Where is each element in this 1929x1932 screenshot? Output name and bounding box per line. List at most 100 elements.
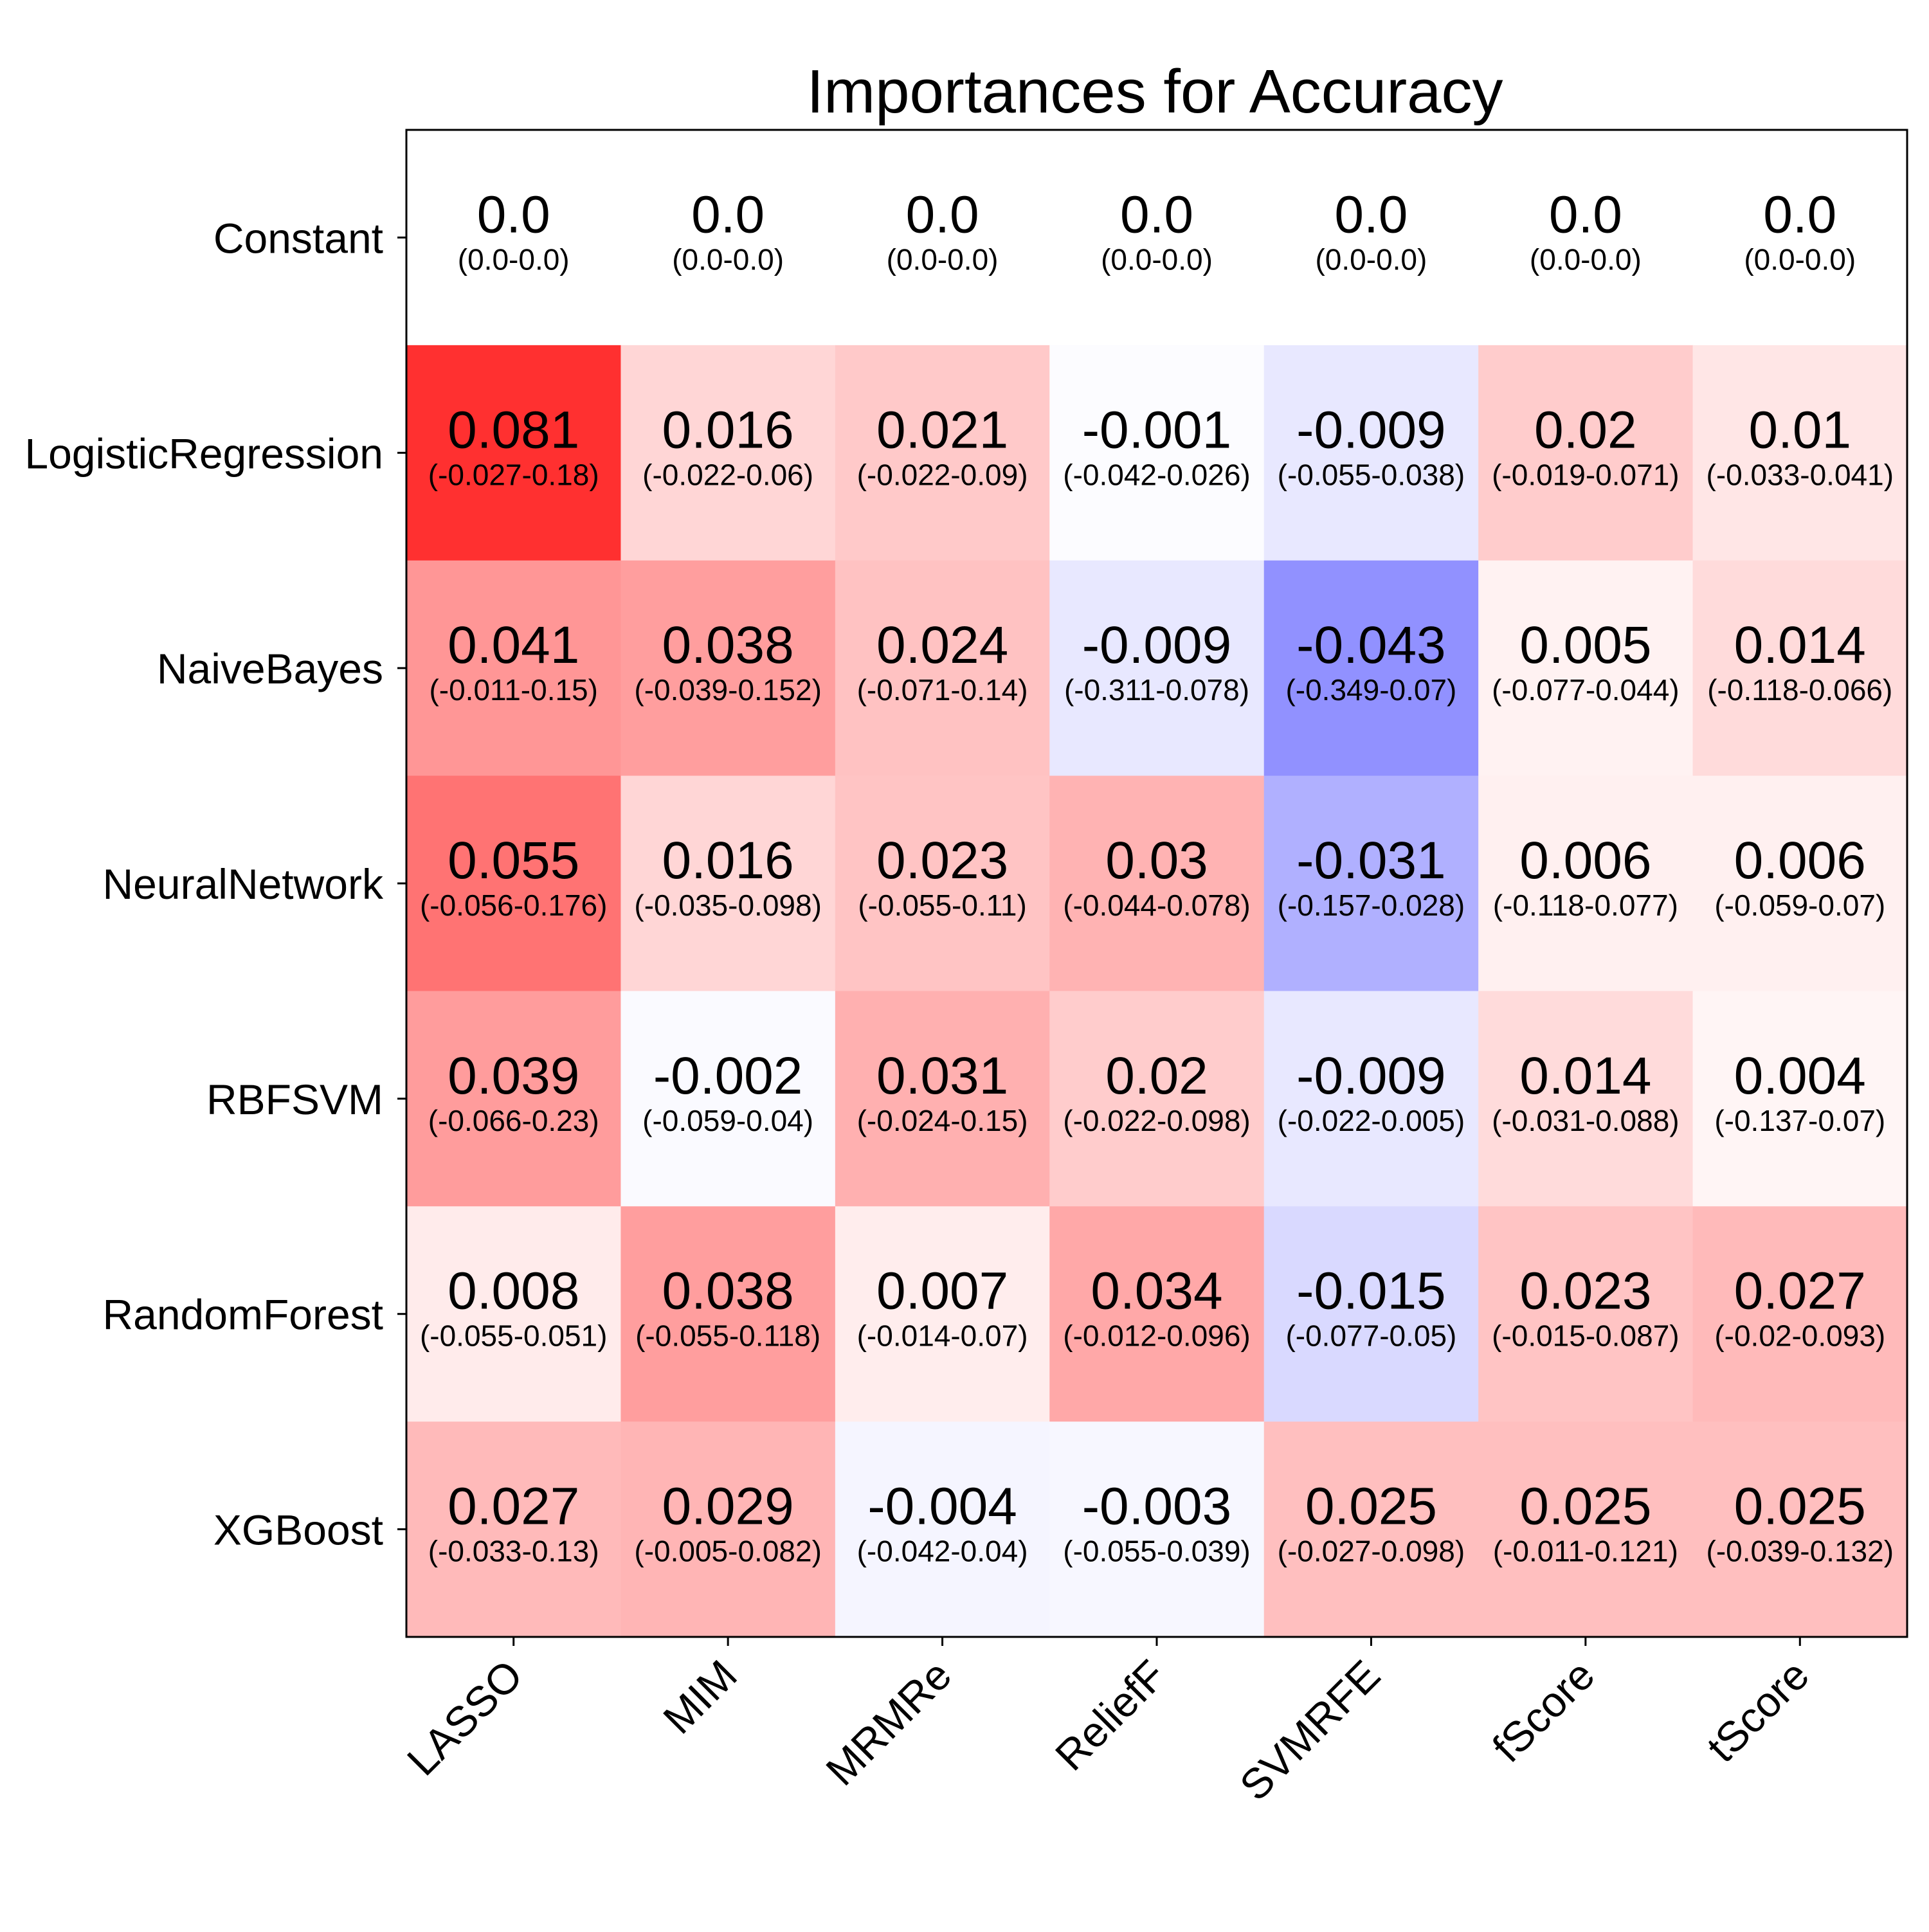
cell-ci-label: (-0.02-0.093) <box>1714 1319 1885 1353</box>
cell-value-label: 0.031 <box>876 1047 1008 1105</box>
heatmap-cell-neural-network-lasso <box>406 775 621 991</box>
cell-value-label: -0.009 <box>1296 401 1446 459</box>
cell-ci-label: (-0.022-0.06) <box>642 458 813 491</box>
heatmap-cell-logistic-regression-mrmre <box>835 345 1050 561</box>
cell-value-label: 0.038 <box>662 1262 794 1321</box>
heatmap-cell-random-forest-t-score <box>1692 1206 1908 1422</box>
y-tick-label-logistic-regression: LogisticRegression <box>24 429 383 477</box>
cell-ci-label: (0.0-0.0) <box>1744 242 1856 276</box>
cell-value-label: -0.031 <box>1296 831 1446 890</box>
cell-ci-label: (-0.056-0.176) <box>420 889 608 922</box>
x-tick-label-mrmre: MRMRe <box>817 1651 960 1794</box>
cell-value-label: 0.007 <box>876 1262 1008 1321</box>
cell-ci-label: (-0.071-0.14) <box>857 673 1028 707</box>
y-tick-label-rbfsvm: RBFSVM <box>206 1076 383 1123</box>
heatmap-cell-random-forest-f-score <box>1478 1206 1694 1422</box>
cell-ci-label: (-0.033-0.13) <box>428 1535 599 1568</box>
cell-value-label: 0.024 <box>876 616 1008 674</box>
cell-value-label: 0.038 <box>662 616 794 674</box>
cell-value-label: 0.025 <box>1734 1477 1866 1536</box>
cell-ci-label: (-0.077-0.05) <box>1285 1319 1456 1353</box>
cell-ci-label: (-0.042-0.026) <box>1063 458 1251 491</box>
cell-ci-label: (0.0-0.0) <box>1530 242 1642 276</box>
cell-ci-label: (-0.055-0.038) <box>1278 458 1465 491</box>
heatmap-cell-constant-svmrfe <box>1263 130 1479 346</box>
heatmap-cell-neural-network-t-score <box>1692 775 1908 991</box>
cell-value-label: 0.023 <box>876 831 1008 890</box>
cell-value-label: -0.002 <box>653 1047 803 1105</box>
cell-ci-label: (-0.059-0.04) <box>642 1104 813 1137</box>
cell-value-label: -0.004 <box>867 1477 1017 1536</box>
cell-value-label: -0.001 <box>1082 401 1232 459</box>
cell-ci-label: (-0.118-0.066) <box>1707 673 1892 707</box>
cell-ci-label: (-0.039-0.152) <box>634 673 822 707</box>
chart-title: Importances for Accuracy <box>806 57 1503 126</box>
heatmap-cell-random-forest-svmrfe <box>1263 1206 1479 1422</box>
heatmap-cell-naive-bayes-mim <box>620 560 836 777</box>
title-layer: Importances for Accuracy <box>806 57 1503 126</box>
heatmap-cell-xgboost-mrmre <box>835 1422 1050 1638</box>
cell-ci-label: (-0.019-0.071) <box>1492 458 1680 491</box>
cell-value-label: 0.029 <box>662 1477 794 1536</box>
cell-ci-label: (-0.118-0.077) <box>1493 889 1678 922</box>
heatmap-cell-random-forest-lasso <box>406 1206 621 1422</box>
cell-value-label: 0.006 <box>1519 831 1651 890</box>
heatmap-cell-rbfsvm-mrmre <box>835 991 1050 1207</box>
heatmap-cell-logistic-regression-mim <box>620 345 836 561</box>
heatmap-cell-rbfsvm-mim <box>620 991 836 1207</box>
cell-value-label: -0.043 <box>1296 616 1446 674</box>
heatmap-cell-xgboost-lasso <box>406 1422 621 1638</box>
cell-ci-label: (-0.022-0.09) <box>857 458 1028 491</box>
heatmap-cell-rbfsvm-svmrfe <box>1263 991 1479 1207</box>
cell-ci-label: (-0.044-0.078) <box>1063 889 1251 922</box>
cell-value-label: 0.027 <box>1734 1262 1866 1321</box>
cell-ci-label: (-0.055-0.039) <box>1063 1535 1251 1568</box>
heatmap-cell-rbfsvm-t-score <box>1692 991 1908 1207</box>
heatmap-cell-naive-bayes-mrmre <box>835 560 1050 777</box>
cell-value-label: -0.015 <box>1296 1262 1446 1321</box>
cell-ci-label: (-0.349-0.07) <box>1285 673 1456 707</box>
cell-ci-label: (-0.055-0.11) <box>858 889 1027 922</box>
cell-ci-label: (0.0-0.0) <box>1315 242 1427 276</box>
heatmap-cell-neural-network-f-score <box>1478 775 1694 991</box>
cell-ci-label: (-0.005-0.082) <box>634 1535 822 1568</box>
x-tick-label-lasso: LASSO <box>398 1651 532 1785</box>
cell-value-label: 0.016 <box>662 401 794 459</box>
heatmap-cell-xgboost-t-score <box>1692 1422 1908 1638</box>
cell-ci-label: (-0.027-0.18) <box>428 458 599 491</box>
cell-ci-label: (-0.033-0.041) <box>1707 458 1894 491</box>
cell-value-label: 0.039 <box>448 1047 579 1105</box>
heatmap-cell-xgboost-f-score <box>1478 1422 1694 1638</box>
cell-ci-label: (-0.077-0.044) <box>1492 673 1680 707</box>
heatmap-cell-logistic-regression-f-score <box>1478 345 1694 561</box>
cell-value-label: 0.014 <box>1734 616 1866 674</box>
cell-value-label: -0.003 <box>1082 1477 1232 1536</box>
cell-ci-label: (0.0-0.0) <box>458 242 570 276</box>
cell-value-label: 0.02 <box>1534 401 1637 459</box>
cell-ci-label: (-0.024-0.15) <box>857 1104 1028 1137</box>
cell-labels-layer: 0.0(0.0-0.0)0.0(0.0-0.0)0.0(0.0-0.0)0.0(… <box>420 185 1894 1567</box>
x-tick-label-relief-f: ReliefF <box>1046 1651 1175 1780</box>
heatmap-cell-rbfsvm-lasso <box>406 991 621 1207</box>
heatmap-cell-neural-network-mrmre <box>835 775 1050 991</box>
cell-value-label: 0.0 <box>1120 185 1193 244</box>
cell-value-label: -0.009 <box>1082 616 1232 674</box>
cell-value-label: 0.0 <box>1334 185 1408 244</box>
cell-value-label: 0.081 <box>448 401 579 459</box>
cell-ci-label: (-0.042-0.04) <box>857 1535 1028 1568</box>
y-tick-label-xgboost: XGBoost <box>213 1506 383 1554</box>
cell-value-label: 0.006 <box>1734 831 1866 890</box>
cell-value-label: 0.0 <box>477 185 550 244</box>
cell-ci-label: (-0.022-0.098) <box>1063 1104 1251 1137</box>
cell-value-label: 0.023 <box>1519 1262 1651 1321</box>
cell-ci-label: (-0.137-0.07) <box>1714 1104 1885 1137</box>
cell-ci-label: (-0.031-0.088) <box>1492 1104 1680 1137</box>
cell-value-label: 0.004 <box>1734 1047 1866 1105</box>
cell-value-label: 0.008 <box>448 1262 579 1321</box>
cell-ci-label: (-0.059-0.07) <box>1714 889 1885 922</box>
cell-value-label: 0.0 <box>1763 185 1836 244</box>
heatmap-cell-random-forest-mim <box>620 1206 836 1422</box>
cell-value-label: 0.027 <box>448 1477 579 1536</box>
x-tick-label-t-score: tScore <box>1698 1651 1818 1771</box>
